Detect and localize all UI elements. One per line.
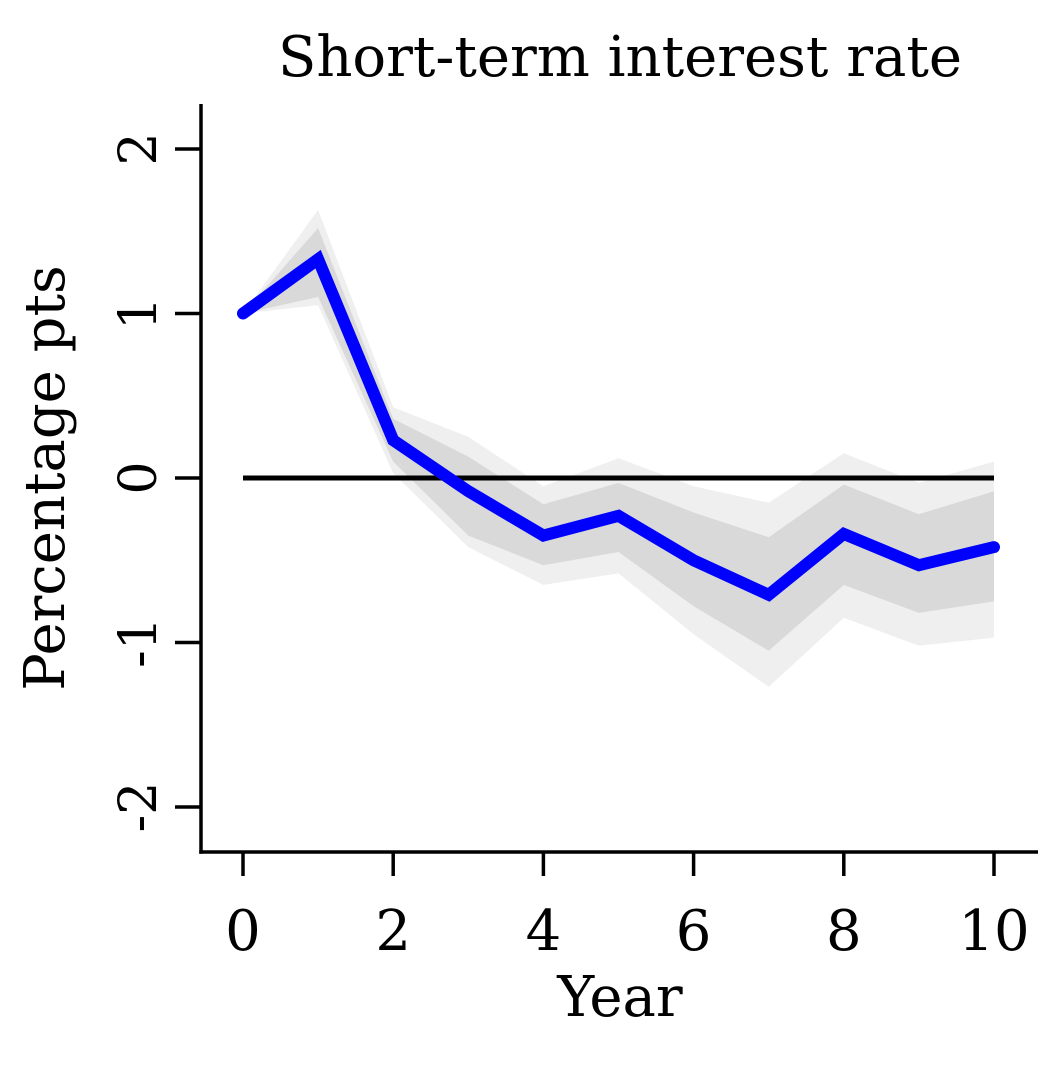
x-tick-label: 6 xyxy=(676,899,712,964)
x-tick-label: 10 xyxy=(958,899,1029,964)
band-inner xyxy=(243,228,994,651)
y-axis-label: Percentage pts xyxy=(13,265,78,690)
y-tick-label: 2 xyxy=(109,132,169,165)
chart-title: Short-term interest rate xyxy=(278,25,962,90)
y-axis-ticks: -2 -1 0 1 2 xyxy=(109,132,201,832)
y-tick-label: 1 xyxy=(109,297,169,330)
series-group xyxy=(237,249,1000,602)
y-tick-label: -1 xyxy=(109,617,169,668)
x-tick-label: 8 xyxy=(826,899,862,964)
band-outer xyxy=(243,209,994,687)
y-tick-label: 0 xyxy=(109,461,169,494)
y-tick-label: -2 xyxy=(109,782,169,833)
x-axis-ticks: 0 2 4 6 8 10 xyxy=(225,852,1030,964)
x-axis-label: Year xyxy=(556,965,683,1030)
x-tick-label: 4 xyxy=(526,899,562,964)
x-tick-label: 2 xyxy=(375,899,411,964)
confidence-bands xyxy=(243,209,994,687)
x-tick-label: 0 xyxy=(225,899,261,964)
